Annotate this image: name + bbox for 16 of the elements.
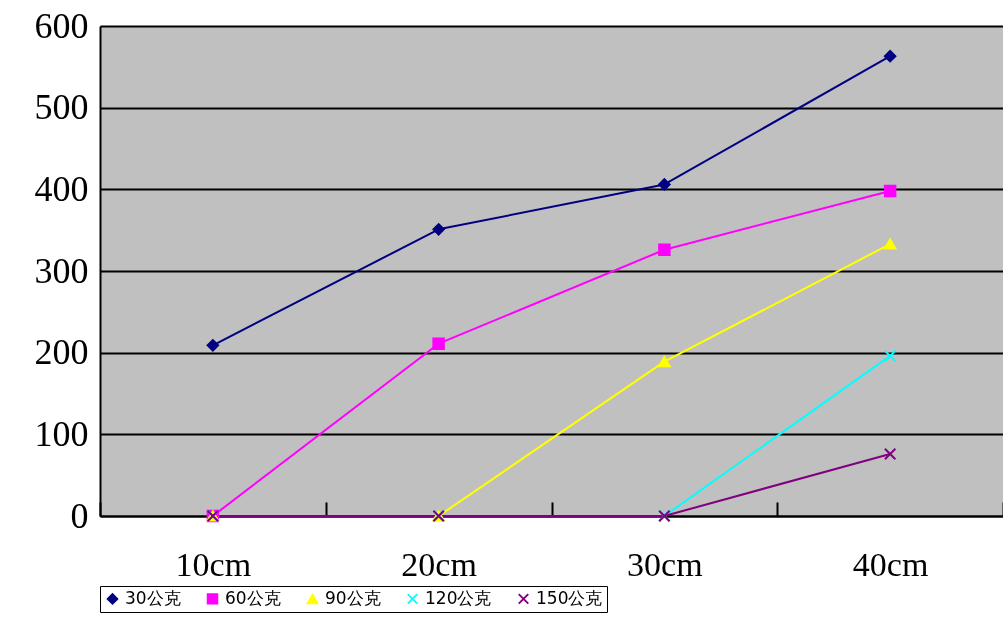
legend-label: 30公克	[125, 587, 181, 608]
x-tick-label: 20cm	[401, 545, 477, 583]
y-tick-label: 100	[34, 413, 89, 454]
y-tick-label: 0	[70, 495, 89, 536]
y-tick-label: 500	[34, 87, 89, 128]
x-tick-label: 40cm	[852, 545, 929, 583]
y-tick-label: 300	[34, 250, 89, 291]
legend-label: 120公克	[425, 587, 492, 608]
x-tick-label: 30cm	[627, 545, 703, 583]
legend-label: 150公克	[536, 587, 603, 608]
x-tick-label: 10cm	[175, 545, 252, 583]
y-tick-label: 200	[34, 332, 89, 373]
legend-label: 90公克	[325, 588, 381, 609]
y-tick-label: 600	[34, 5, 89, 46]
y-tick-label: 400	[34, 168, 89, 209]
legend-label: 60公克	[225, 587, 281, 608]
